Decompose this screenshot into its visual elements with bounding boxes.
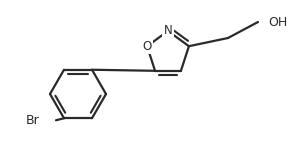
Text: O: O bbox=[143, 40, 152, 53]
Text: Br: Br bbox=[26, 114, 40, 127]
Text: OH: OH bbox=[268, 15, 287, 28]
Text: N: N bbox=[164, 25, 172, 38]
